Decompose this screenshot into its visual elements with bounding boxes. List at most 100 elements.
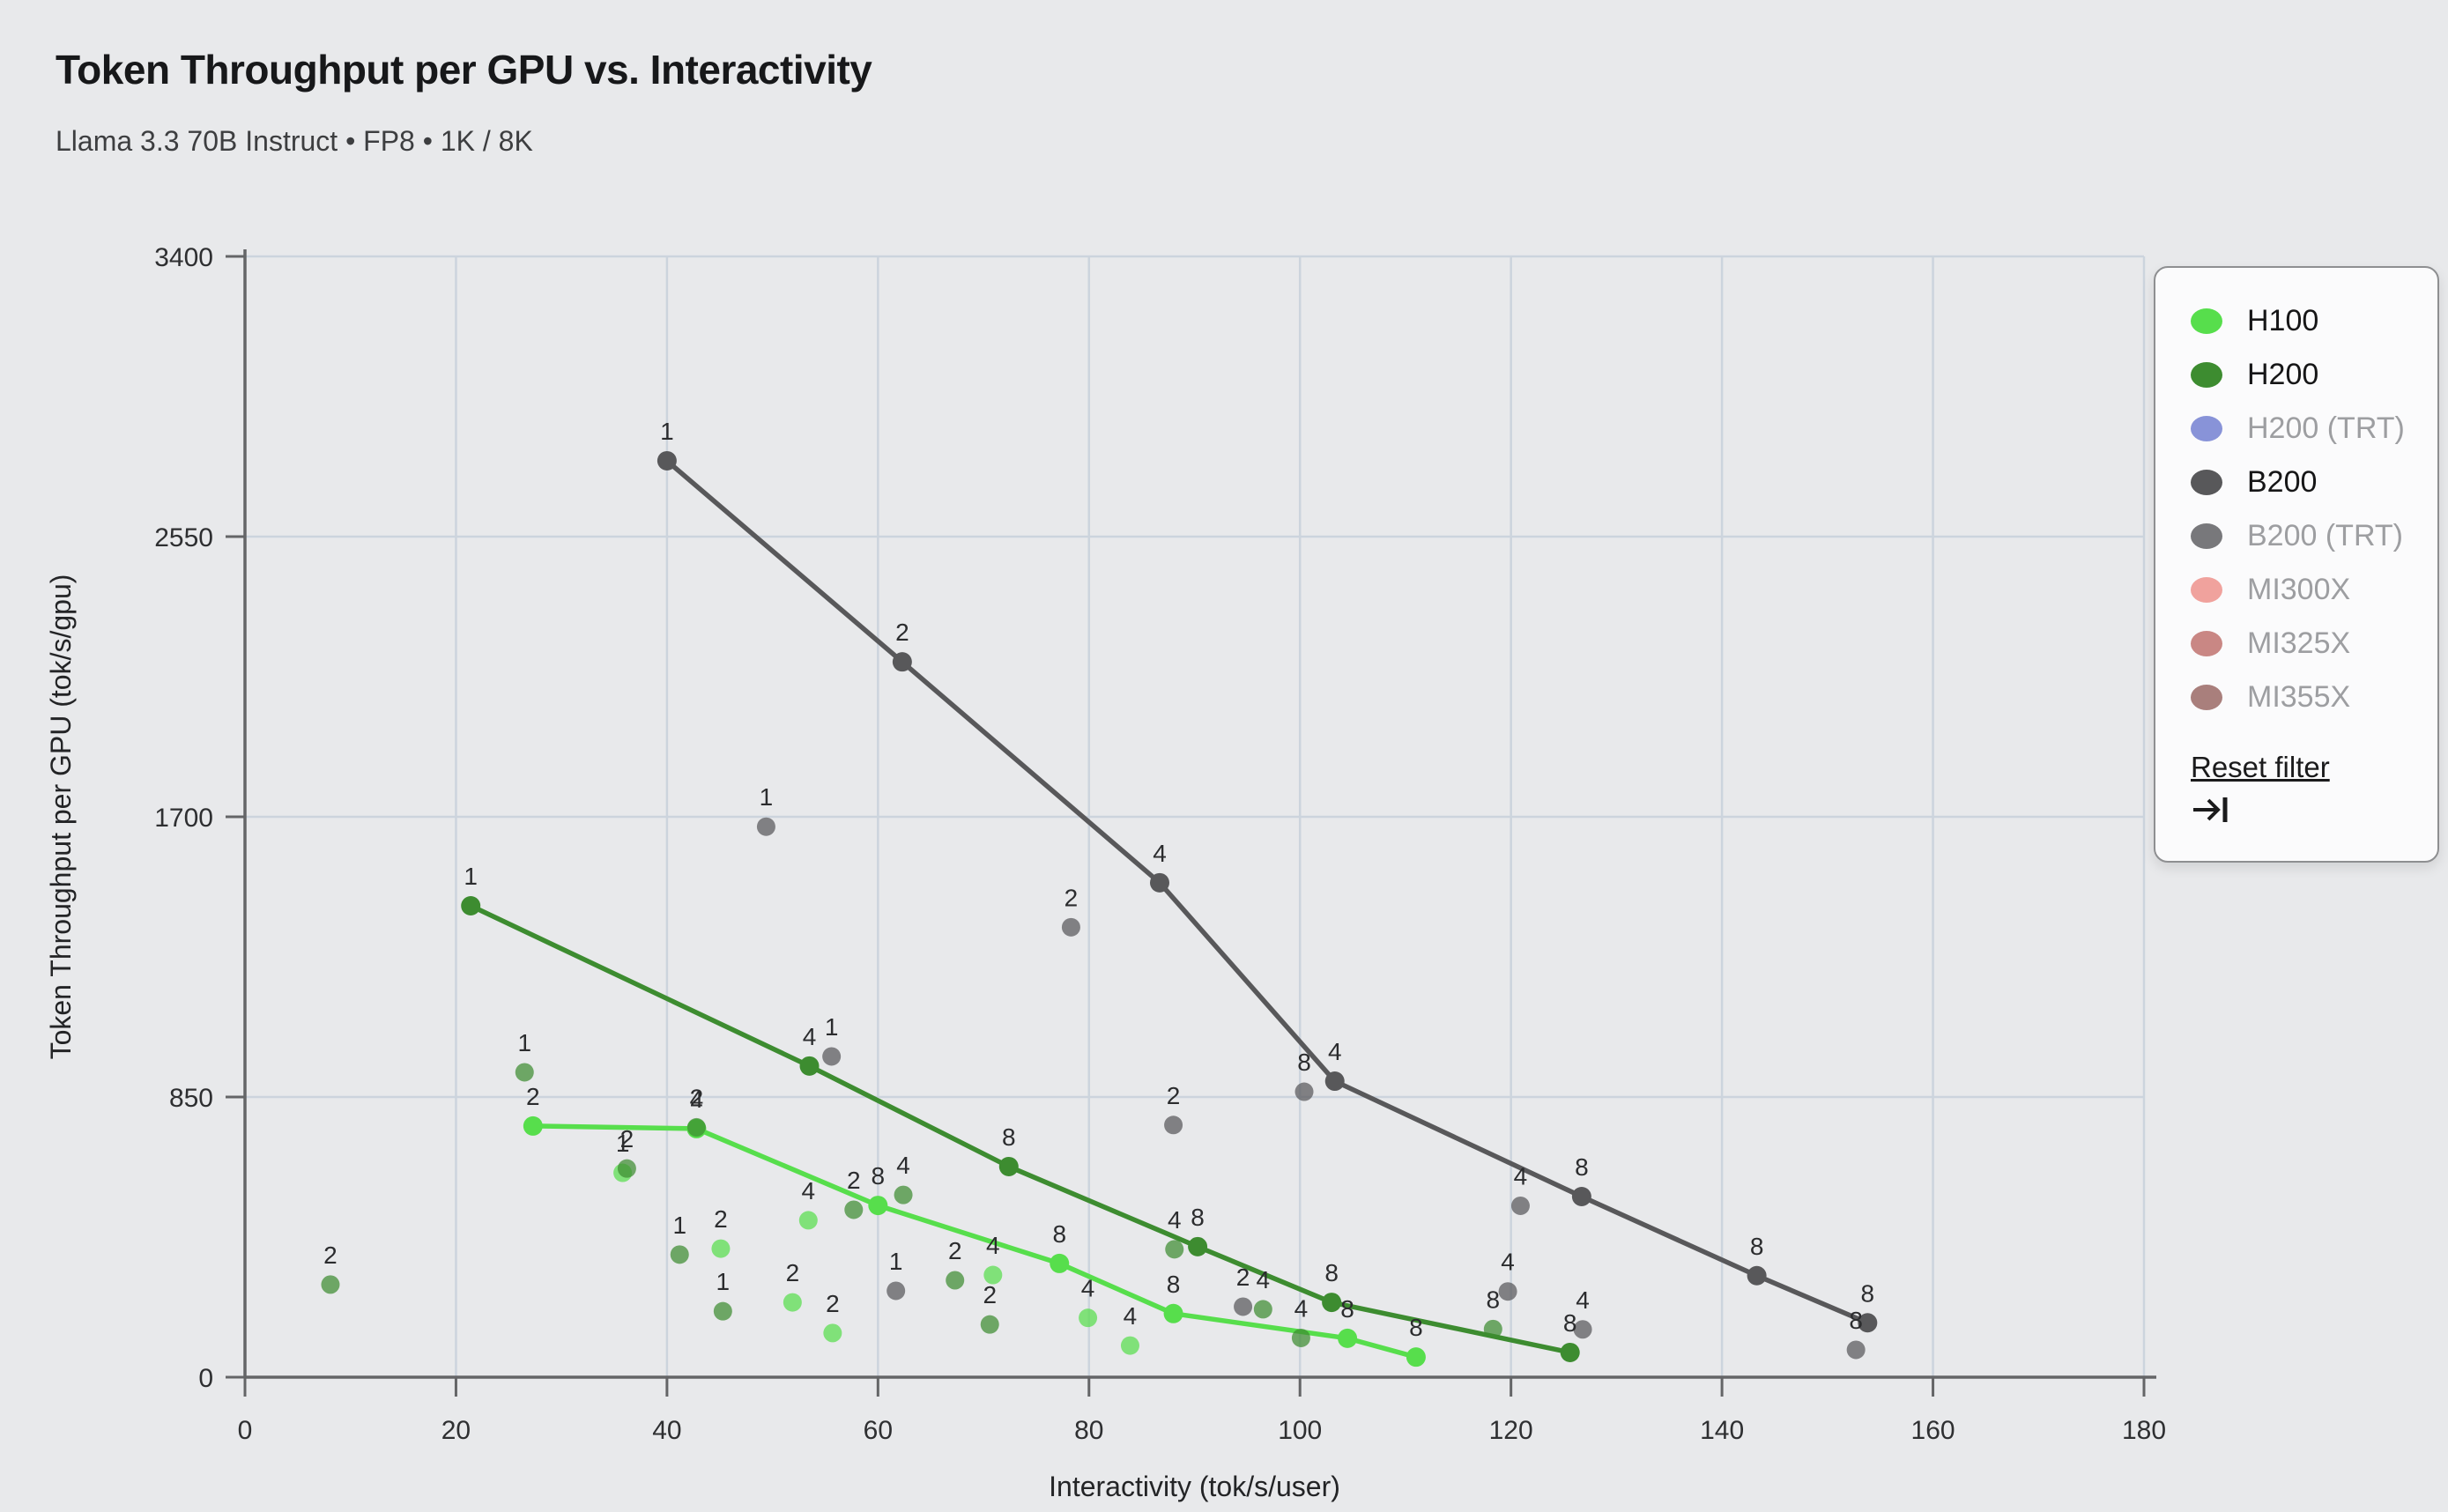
data-point[interactable] [980,1315,999,1334]
data-point[interactable] [798,1211,818,1230]
axes: 0 20 40 60 80 100 120 140 160 180 0 850 1700 2550 3400 [154,243,2166,1445]
data-point[interactable] [1498,1282,1517,1301]
data-point[interactable] [515,1063,534,1082]
data-point[interactable] [461,896,481,916]
legend-item-label: B200 (TRT) [2247,519,2403,552]
data-point[interactable] [1510,1196,1530,1215]
data-point[interactable] [1188,1236,1208,1256]
data-point[interactable] [983,1265,1003,1285]
data-point[interactable] [1560,1342,1580,1362]
legend-item-b200[interactable]: B200 [2191,456,2437,509]
data-point[interactable] [1338,1328,1358,1348]
legend-item-b200-trt-[interactable]: B200 (TRT) [2191,509,2437,563]
data-point[interactable] [1324,1071,1345,1092]
data-point[interactable] [1120,1336,1139,1355]
data-point[interactable] [844,1200,864,1219]
data-point[interactable] [799,1056,820,1076]
data-point[interactable] [894,1185,913,1204]
data-point[interactable] [1747,1265,1767,1286]
point-label: 8 [1167,1271,1181,1298]
data-point[interactable] [1322,1293,1342,1313]
data-point[interactable] [1164,1115,1183,1135]
data-point[interactable] [1571,1186,1591,1206]
x-tick-label: 40 [652,1416,681,1445]
point-label: 2 [983,1281,997,1308]
y-axis-title: Token Throughput per GPU (tok/s/gpu) [45,574,77,1060]
legend-item-h200[interactable]: H200 [2191,348,2437,402]
point-label: 1 [464,863,478,890]
legend-swatch-icon [2191,308,2222,334]
series-h200 [321,896,1580,1362]
point-label: 8 [1849,1307,1863,1334]
data-point[interactable] [1050,1253,1070,1273]
data-point[interactable] [1079,1308,1098,1328]
data-point[interactable] [686,1117,706,1137]
data-point[interactable] [1858,1313,1878,1333]
data-point[interactable] [617,1159,636,1178]
point-label: 4 [1501,1249,1515,1276]
point-label: 8 [1409,1314,1423,1341]
data-point[interactable] [886,1281,906,1301]
point-label: 8 [1861,1279,1875,1307]
data-point[interactable] [756,817,775,836]
legend-item-h100[interactable]: H100 [2191,294,2437,348]
data-point[interactable] [1573,1320,1592,1339]
legend-panel: H100 H200 H200 (TRT) B200 B200 (TRT) MI300X MI… [2154,266,2439,863]
x-tick-label: 20 [441,1416,471,1445]
point-label: 1 [889,1248,903,1275]
x-tick-label: 80 [1074,1416,1103,1445]
data-point[interactable] [1406,1347,1426,1367]
data-point[interactable] [670,1245,689,1264]
point-label: 2 [1065,884,1079,911]
reset-filter-icon[interactable] [2191,793,2233,826]
data-point[interactable] [713,1301,732,1321]
data-point[interactable] [1234,1297,1253,1316]
data-point[interactable] [823,1323,842,1343]
x-tick-label: 120 [1489,1416,1533,1445]
data-point[interactable] [946,1271,965,1290]
data-point[interactable] [321,1275,340,1294]
data-point[interactable] [1291,1328,1310,1347]
grid [245,255,2146,1377]
data-point[interactable] [1294,1082,1314,1101]
data-point[interactable] [1149,872,1169,893]
reset-filter-link[interactable]: Reset filter [2191,751,2330,783]
data-point[interactable] [1165,1240,1184,1259]
data-point[interactable] [711,1239,731,1258]
data-point[interactable] [1061,917,1080,937]
y-tick-label: 850 [169,1084,213,1113]
data-point[interactable] [822,1047,842,1066]
data-point[interactable] [1483,1319,1502,1338]
data-point[interactable] [783,1293,802,1312]
data-point[interactable] [1253,1300,1272,1319]
data-point[interactable] [998,1156,1019,1176]
point-label: 1 [616,1130,630,1157]
point-label: 4 [1294,1294,1309,1322]
data-point[interactable] [868,1196,888,1216]
chart-subtitle: Llama 3.3 70B Instruct • FP8 • 1K / 8K [56,125,533,157]
y-tick-label: 3400 [154,243,213,272]
legend-item-label: B200 [2247,465,2318,499]
data-point[interactable] [892,652,912,672]
point-label: 4 [1514,1162,1528,1190]
point-label: 8 [872,1162,886,1190]
point-label: 4 [1328,1038,1342,1065]
point-label: 2 [1236,1264,1250,1291]
legend-swatch-icon [2191,685,2222,710]
legend-item-mi325x[interactable]: MI325X [2191,617,2437,671]
legend-item-mi300x[interactable]: MI300X [2191,563,2437,617]
point-label: 4 [1576,1286,1590,1314]
x-tick-label: 0 [238,1416,253,1445]
data-point[interactable] [1163,1303,1183,1323]
data-point[interactable] [657,450,677,471]
legend-item-h200-trt-[interactable]: H200 (TRT) [2191,402,2437,456]
point-label: 4 [896,1152,910,1179]
legend-swatch-icon [2191,416,2222,441]
data-point[interactable] [1846,1340,1866,1360]
data-point[interactable] [523,1115,543,1136]
point-label: 2 [948,1237,962,1264]
legend-item-mi355x[interactable]: MI355X [2191,671,2437,724]
point-label: 8 [1340,1295,1354,1323]
legend-swatch-icon [2191,470,2222,495]
